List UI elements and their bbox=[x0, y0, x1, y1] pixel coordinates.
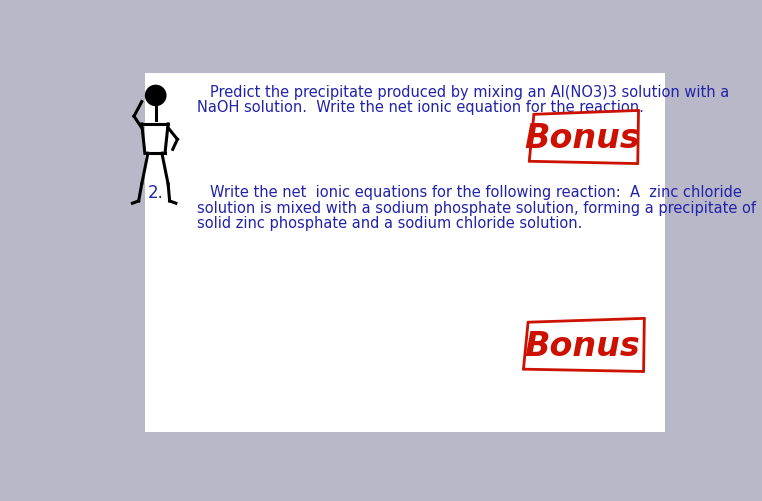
Text: Bonus: Bonus bbox=[524, 330, 640, 362]
Text: NaOH solution.  Write the net ionic equation for the reaction.: NaOH solution. Write the net ionic equat… bbox=[197, 100, 644, 115]
Text: Predict the precipitate produced by mixing an Al(NO3)3 solution with a: Predict the precipitate produced by mixi… bbox=[210, 85, 729, 100]
Text: Bonus: Bonus bbox=[524, 122, 640, 155]
Text: Write the net  ionic equations for the following reaction:  A  zinc chloride: Write the net ionic equations for the fo… bbox=[210, 185, 742, 200]
Circle shape bbox=[145, 86, 167, 107]
FancyBboxPatch shape bbox=[146, 74, 665, 432]
Text: solution is mixed with a sodium phosphate solution, forming a precipitate of: solution is mixed with a sodium phosphat… bbox=[197, 200, 756, 215]
Text: 2.: 2. bbox=[148, 183, 164, 201]
Text: solid zinc phosphate and a sodium chloride solution.: solid zinc phosphate and a sodium chlori… bbox=[197, 215, 582, 230]
